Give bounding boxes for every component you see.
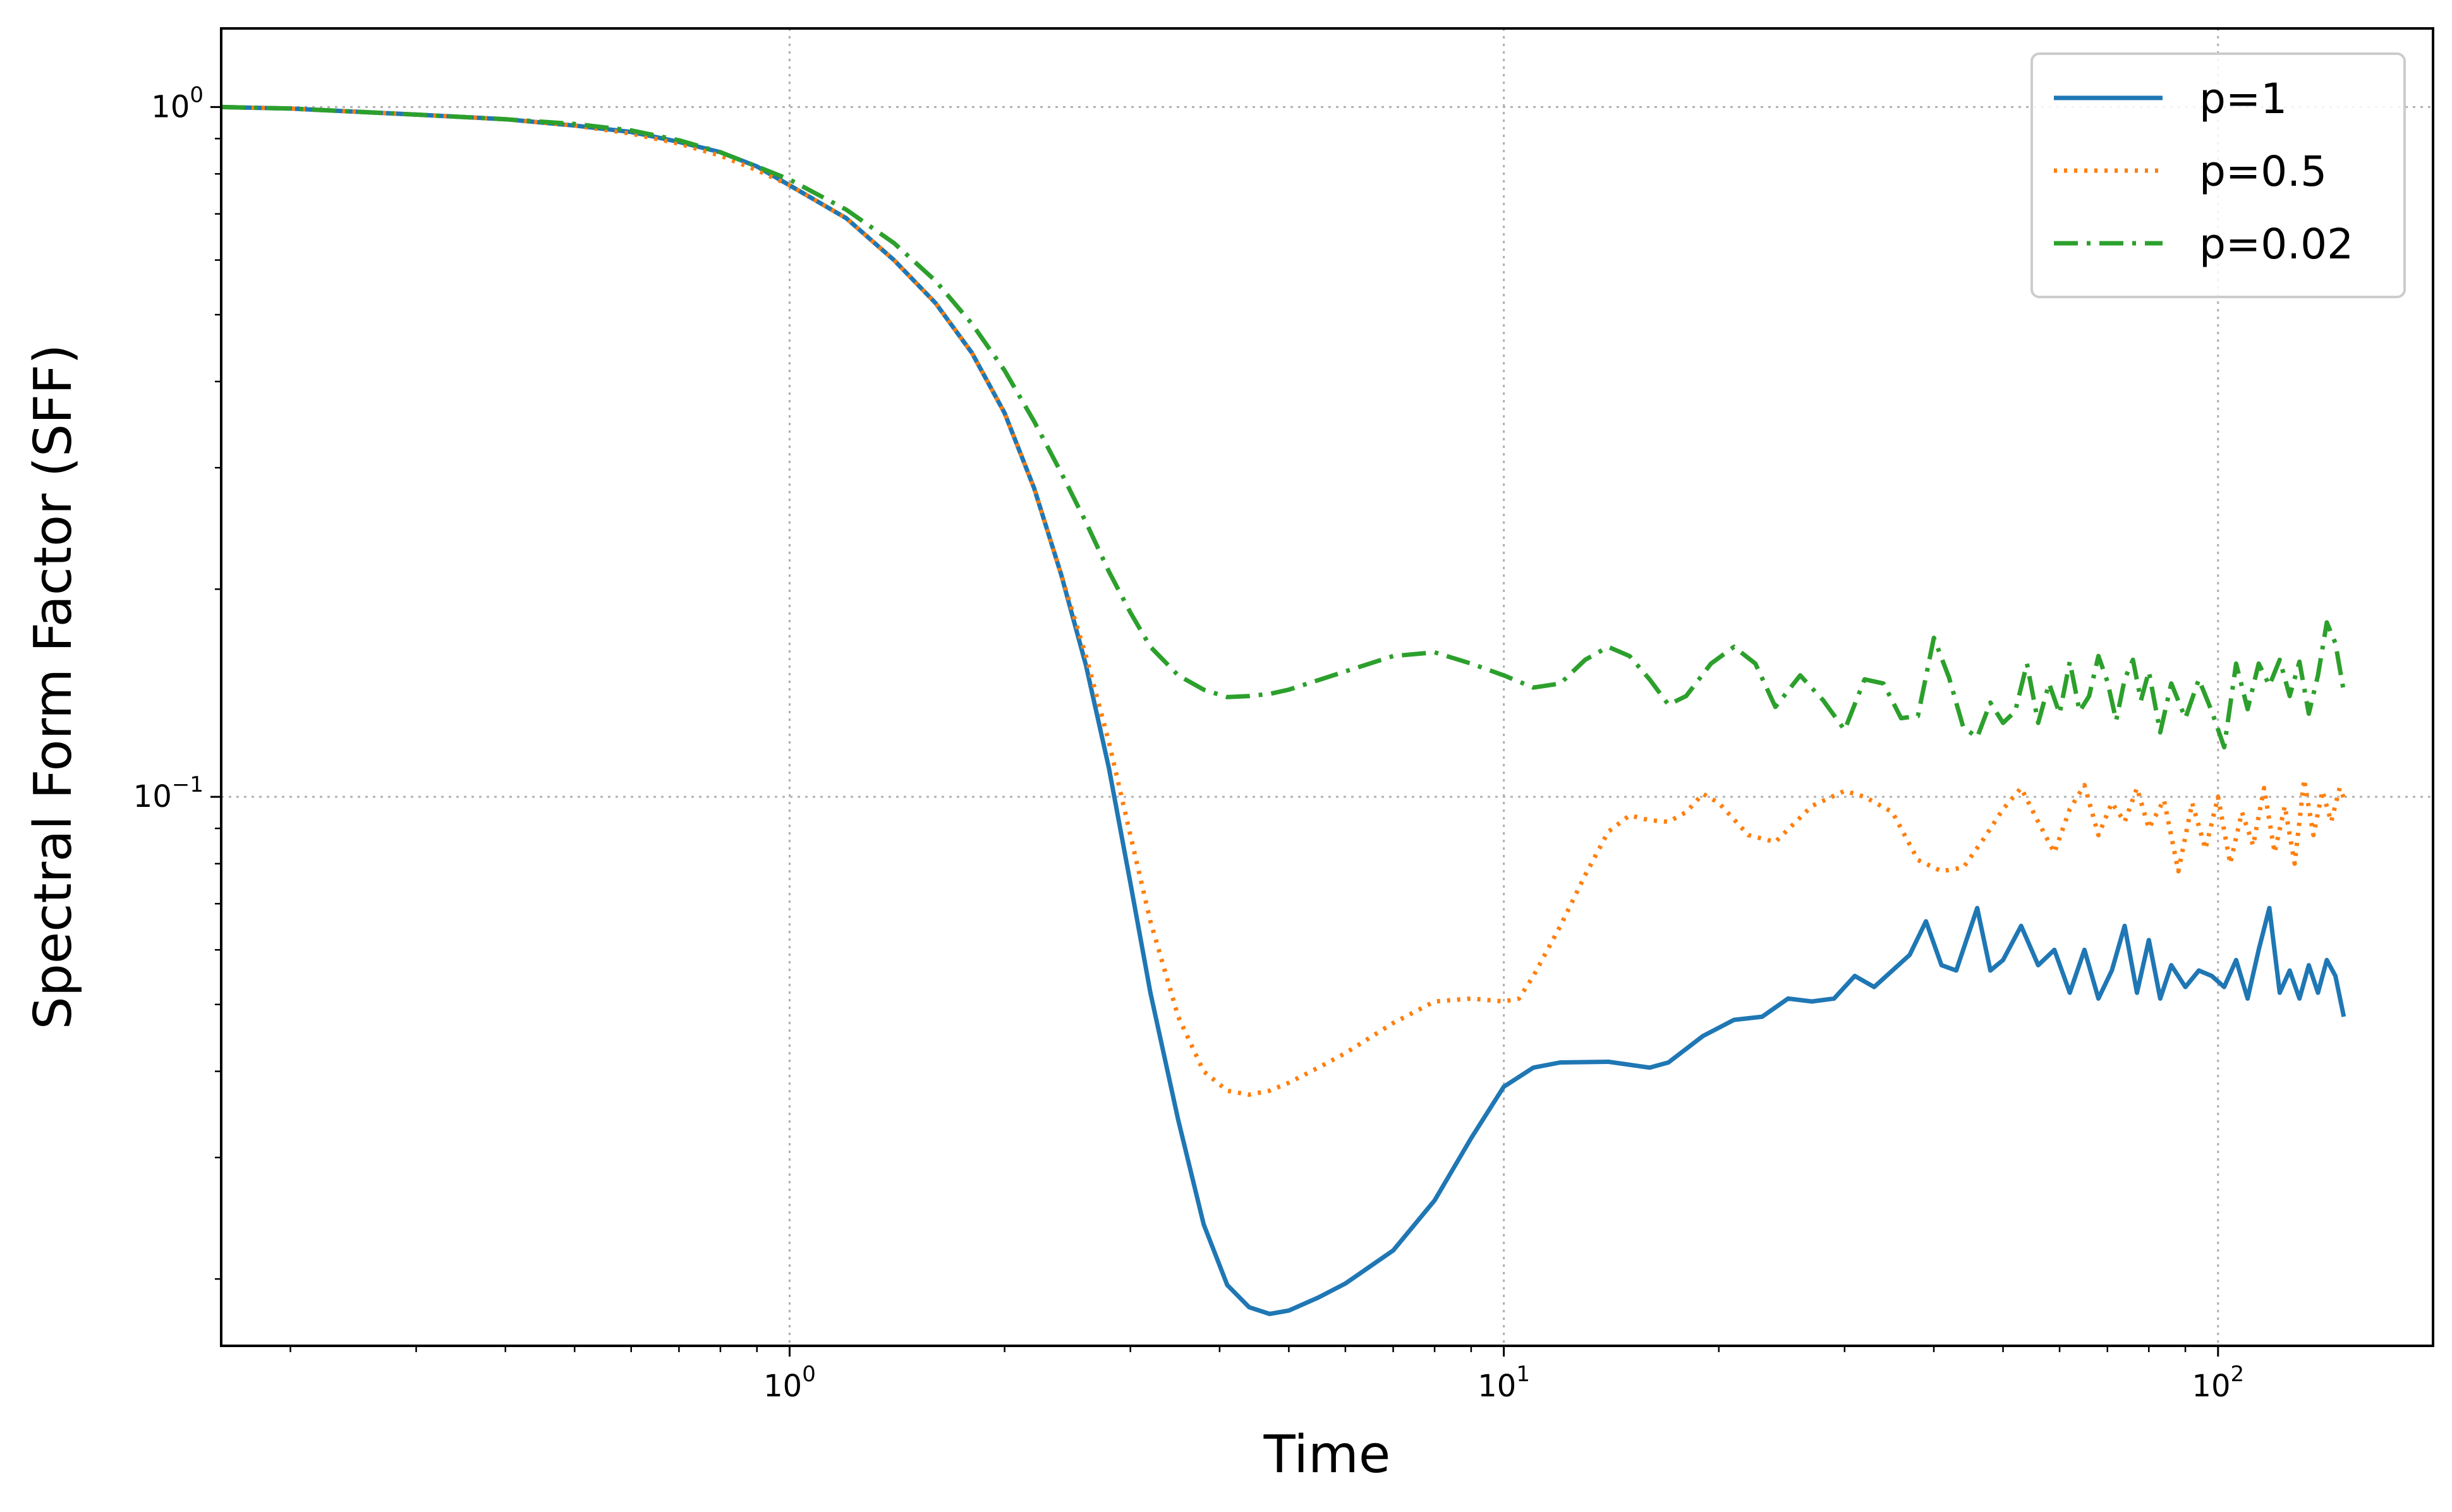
series-group — [221, 104, 2348, 1316]
x-axis-label: Time — [1263, 1425, 1391, 1485]
legend: p=1 p=0.5 p=0.02 — [2030, 52, 2406, 298]
x-tick-exponent: 2 — [2231, 1362, 2245, 1387]
series-line-p-1 — [221, 104, 2346, 1316]
legend-label: p=0.5 — [2199, 147, 2327, 196]
legend-box — [2030, 52, 2406, 298]
legend-label: p=0.02 — [2199, 220, 2353, 269]
y-tick-label: 100 — [151, 82, 203, 124]
y-tick-exponent: 0 — [190, 82, 203, 107]
series-line-p-0-02 — [221, 104, 2346, 750]
y-tick-base: 10 — [133, 779, 172, 814]
x-tick-exponent: 0 — [802, 1362, 816, 1387]
plot-frame — [220, 27, 2434, 1347]
y-axis-label: Spectral Form Factor (SFF) — [23, 344, 83, 1030]
y-tick-base: 10 — [151, 89, 190, 124]
y-tick-label: 10−1 — [133, 772, 203, 814]
y-tick-exponent: −1 — [172, 772, 203, 797]
x-tick-exponent: 1 — [1516, 1362, 1530, 1387]
legend-label: p=1 — [2199, 75, 2287, 123]
